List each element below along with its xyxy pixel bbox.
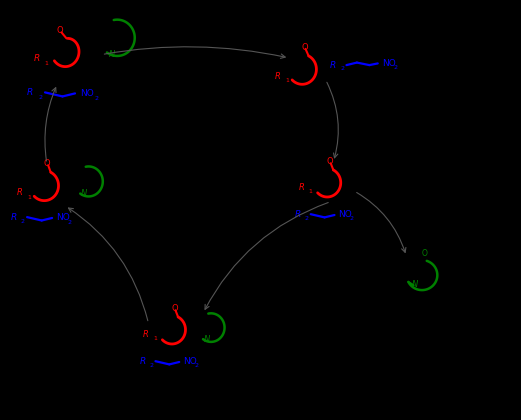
Text: NO: NO [382,59,395,68]
Text: 1: 1 [27,194,31,200]
Text: R: R [275,72,280,81]
Text: N: N [412,279,418,289]
Text: N: N [81,189,88,198]
Text: R: R [10,213,17,222]
Text: NO: NO [80,89,94,98]
Text: R: R [17,188,22,197]
Text: 2: 2 [38,95,42,100]
Text: R: R [299,183,304,192]
Text: 2: 2 [305,216,309,220]
Text: NO: NO [56,213,70,223]
Text: R: R [294,210,301,219]
Text: O: O [301,42,308,52]
Text: R: R [143,330,149,339]
Text: O: O [421,249,427,258]
Text: R: R [139,357,145,366]
Text: 2: 2 [393,65,398,70]
Text: 2: 2 [21,219,25,224]
Text: 2: 2 [68,220,72,225]
Text: 2: 2 [194,363,198,368]
Text: 1: 1 [44,61,48,66]
Text: 2: 2 [150,363,154,368]
Text: N: N [204,335,210,344]
Text: R: R [34,54,40,63]
Text: O: O [171,304,178,313]
Text: NO: NO [183,357,197,367]
Text: N: N [109,50,115,59]
Text: 1: 1 [153,336,157,341]
Text: O: O [44,159,51,168]
Text: R: R [26,88,32,97]
Text: 2: 2 [94,96,98,101]
Text: NO: NO [339,210,352,220]
Text: O: O [57,26,64,35]
Text: R: R [330,60,336,70]
Text: 2: 2 [340,66,344,71]
Text: 1: 1 [285,78,289,83]
Text: 2: 2 [349,216,353,221]
Text: O: O [327,157,333,166]
Text: 1: 1 [308,189,313,194]
